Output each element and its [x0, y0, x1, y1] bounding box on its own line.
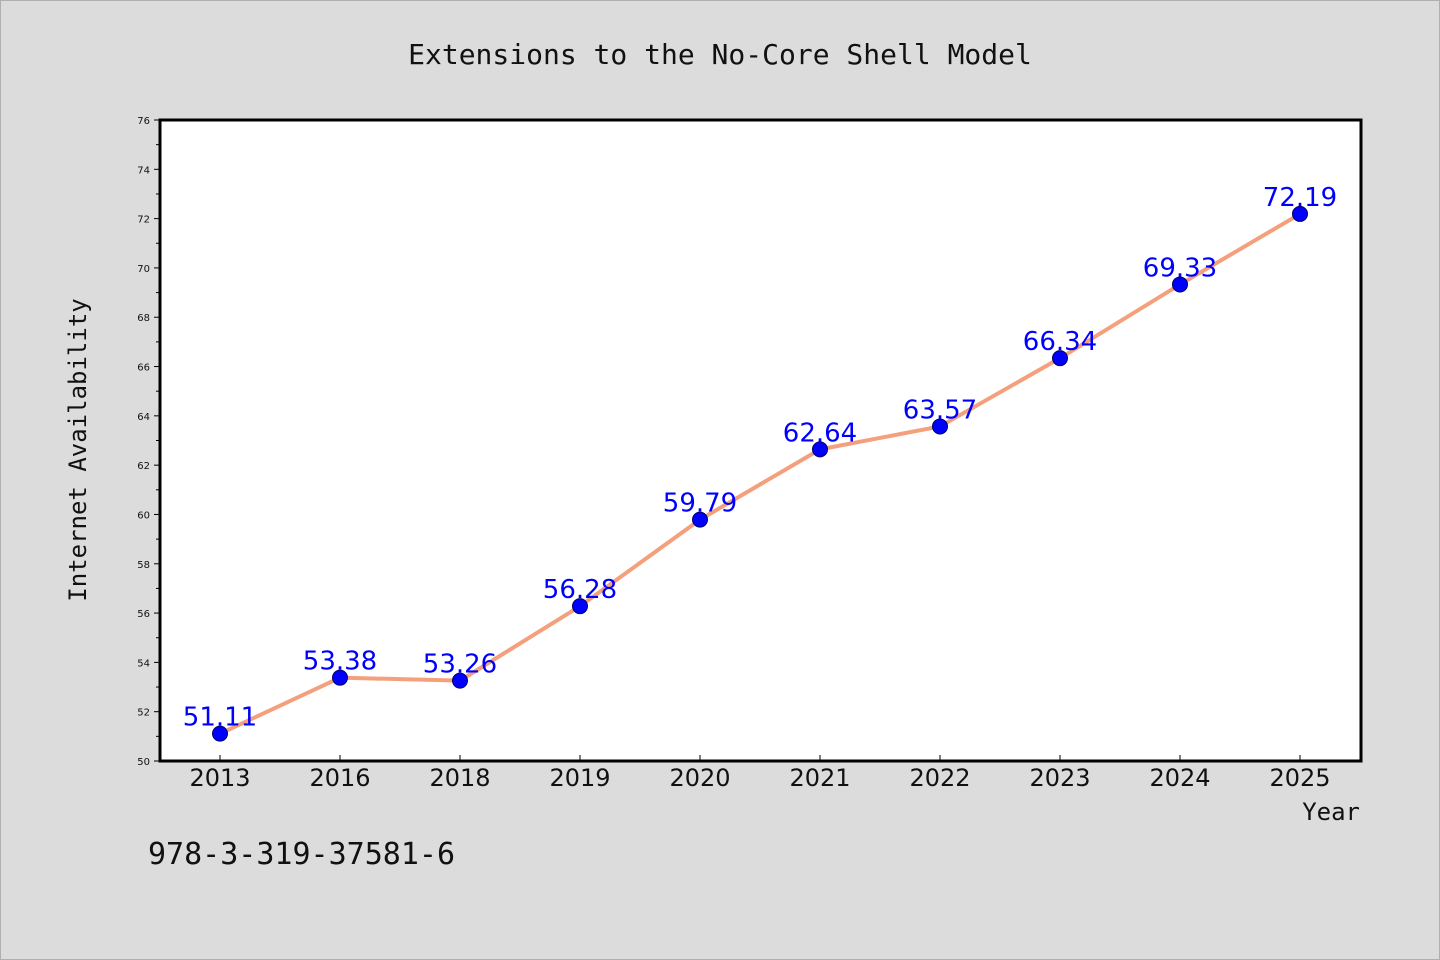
- data-point: [452, 672, 468, 689]
- data-point: [332, 669, 348, 686]
- y-tick-label: 72: [137, 215, 150, 226]
- data-label: 53.38: [303, 647, 377, 677]
- data-label: 72.19: [1263, 183, 1337, 213]
- data-labels: 51.11 53.38 53.26 56.28 59.79 62.64 63.57 66.34…: [183, 183, 1337, 733]
- data-point: [692, 511, 708, 528]
- plot-area: [158, 118, 1363, 763]
- y-tick-label: 54: [137, 658, 150, 669]
- x-tick-label: 2022: [909, 764, 970, 792]
- x-tick-label: 2020: [669, 764, 730, 792]
- x-axis-label: Year: [1302, 798, 1360, 826]
- y-tick-label: 52: [137, 708, 150, 719]
- data-label: 59.79: [663, 489, 737, 519]
- y-tick-label: 56: [137, 609, 150, 620]
- data-markers: [212, 205, 1308, 742]
- data-label: 62.64: [783, 418, 857, 448]
- data-point: [1052, 350, 1068, 367]
- data-label: 56.28: [543, 575, 617, 605]
- x-tick-label: 2023: [1029, 764, 1090, 792]
- data-point: [212, 725, 228, 742]
- chart-title: Extensions to the No-Core Shell Model: [408, 38, 1032, 71]
- data-point: [572, 598, 588, 615]
- x-tick-label: 2025: [1269, 764, 1330, 792]
- data-label: 51.11: [183, 703, 257, 733]
- x-tick-label: 2016: [309, 764, 370, 792]
- y-tick-label: 76: [137, 116, 150, 127]
- x-tick-label: 2019: [549, 764, 610, 792]
- data-label: 66.34: [1023, 327, 1097, 357]
- x-tick-label: 2021: [789, 764, 850, 792]
- x-tick-label: 2018: [429, 764, 490, 792]
- y-tick-label: 68: [137, 313, 150, 324]
- y-tick-label: 50: [137, 757, 150, 768]
- y-axis-label: Internet Availability: [64, 298, 92, 601]
- data-point: [932, 418, 948, 435]
- y-tick-label: 74: [137, 165, 150, 176]
- y-tick-label: 70: [137, 264, 150, 275]
- y-tick-label: 62: [137, 461, 150, 472]
- y-tick-label: 60: [137, 510, 150, 521]
- y-tick-label: 64: [137, 412, 150, 423]
- data-label: 53.26: [423, 650, 497, 680]
- y-tick-label: 66: [137, 363, 150, 374]
- isbn-footnote: 978-3-319-37581-6: [148, 837, 455, 872]
- y-tick-label: 58: [137, 560, 150, 571]
- x-axis: 2013 2016 2018 2019 2020 2021 2022 2023 2024 2025: [189, 755, 1331, 792]
- data-label: 69.33: [1143, 253, 1217, 283]
- data-point: [812, 441, 828, 458]
- x-tick-label: 2024: [1149, 764, 1210, 792]
- series-line: [218, 211, 1302, 736]
- y-axis: 50 52 54 56 58 60 62 64 66 68 70 72 74 76: [137, 116, 160, 768]
- data-point: [1292, 205, 1308, 222]
- x-tick-label: 2013: [189, 764, 250, 792]
- data-point: [1172, 276, 1188, 293]
- data-label: 63.57: [903, 395, 977, 425]
